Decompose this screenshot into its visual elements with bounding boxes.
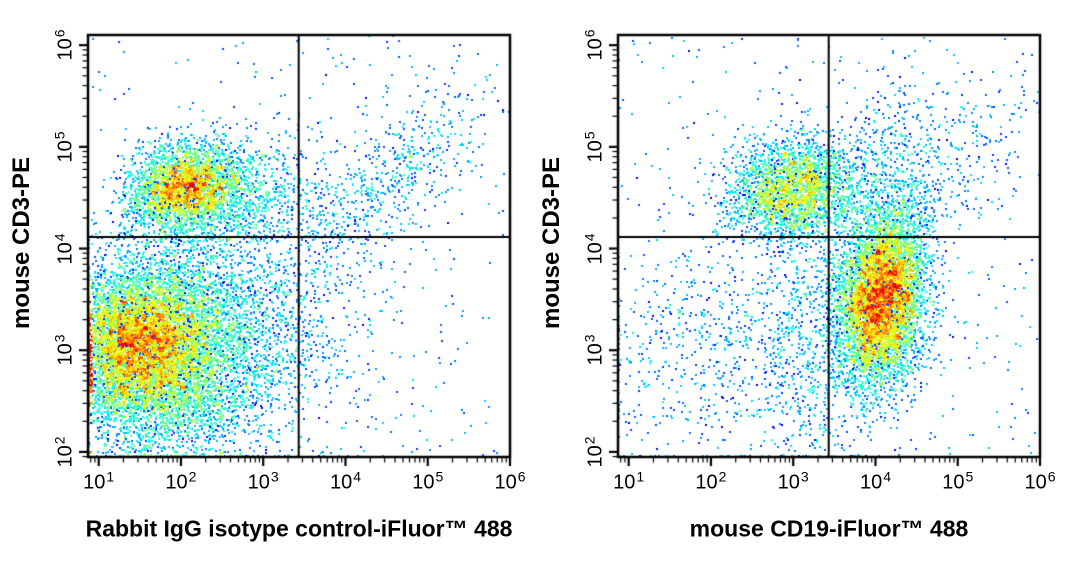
figure: 101 102 103 104 105 106 102 103 104 105 106 101 102 1… xyxy=(0,0,1066,566)
flow-density-canvas xyxy=(0,0,1066,566)
